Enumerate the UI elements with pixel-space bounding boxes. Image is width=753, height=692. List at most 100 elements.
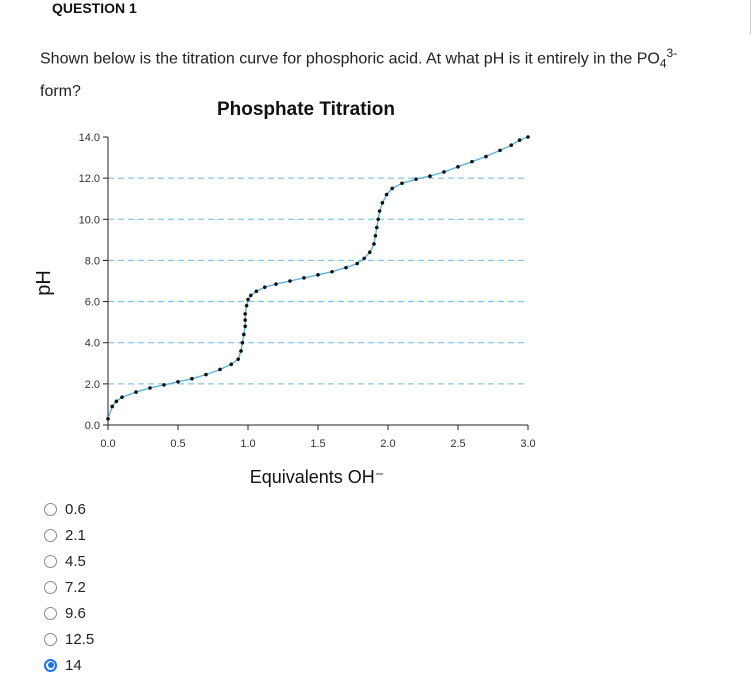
y-tick-label: 2.0 — [85, 379, 100, 391]
question-text-superscript: 3- — [666, 46, 678, 60]
data-point — [274, 282, 278, 286]
data-point — [509, 143, 513, 148]
data-point — [526, 135, 530, 139]
chart-xlabel: Equivalents OH⁻ — [250, 467, 385, 487]
x-tick-label: 2.5 — [450, 438, 465, 450]
answer-options: 0.6 2.1 4.5 7.2 9.6 12.5 14 — [44, 496, 94, 678]
data-point — [176, 380, 180, 384]
question-text-main: Shown below is the titration curve for p… — [40, 50, 660, 68]
data-point — [254, 289, 259, 294]
data-point — [355, 261, 360, 266]
data-point — [390, 186, 395, 191]
chart-ylabel: pH — [33, 270, 55, 296]
data-point — [114, 399, 119, 404]
x-tick-label: 0.0 — [100, 438, 115, 450]
option-label: 9.6 — [65, 604, 86, 622]
chart-grid — [108, 177, 528, 385]
option-label: 4.5 — [65, 552, 86, 570]
radio-button[interactable] — [44, 528, 57, 542]
y-tick-label: 10.0 — [79, 214, 100, 226]
question-text: Shown below is the titration curve for p… — [40, 40, 720, 105]
radio-button[interactable] — [44, 580, 57, 594]
fit-curve — [107, 136, 529, 420]
data-point — [190, 376, 194, 381]
option-label: 0.6 — [65, 500, 86, 518]
option-5[interactable]: 12.5 — [44, 626, 94, 652]
chart-title: Phosphate Titration — [217, 99, 395, 120]
y-tick-label: 0.0 — [85, 420, 100, 432]
data-point — [484, 154, 488, 159]
data-point — [244, 303, 249, 308]
data-point — [134, 390, 138, 394]
data-point — [148, 386, 152, 390]
data-point — [344, 265, 348, 270]
option-6[interactable]: 14 — [44, 652, 94, 678]
data-point — [236, 357, 240, 361]
data-point — [243, 318, 247, 322]
question-header: QUESTION 1 — [52, 0, 137, 16]
data-point — [400, 181, 404, 186]
y-tick-label: 8.0 — [85, 255, 100, 267]
data-point — [442, 170, 446, 174]
data-point — [498, 148, 502, 153]
data-point — [384, 192, 389, 197]
x-tick-label: 0.5 — [170, 438, 185, 450]
option-label: 7.2 — [65, 578, 86, 596]
option-label: 14 — [65, 656, 82, 674]
data-point — [246, 297, 250, 302]
panel-edge — [750, 0, 753, 34]
data-point — [372, 242, 376, 246]
data-point — [249, 293, 253, 298]
option-label: 2.1 — [65, 526, 86, 544]
option-4[interactable]: 9.6 — [44, 600, 94, 626]
radio-button[interactable] — [44, 554, 57, 568]
data-point — [428, 174, 432, 178]
data-point — [239, 349, 243, 353]
data-point — [263, 285, 267, 289]
option-0[interactable]: 0.6 — [44, 496, 94, 522]
option-label: 12.5 — [65, 630, 95, 648]
chart-axes — [107, 137, 528, 426]
data-point — [470, 159, 474, 164]
data-point — [229, 362, 233, 367]
y-tick-label: 4.0 — [85, 338, 100, 350]
y-tick-label: 12.0 — [79, 173, 100, 185]
data-point — [302, 276, 306, 280]
x-tick-label: 1.0 — [240, 438, 255, 450]
data-point — [376, 217, 381, 222]
data-point — [218, 367, 222, 372]
x-tick-label: 1.5 — [310, 438, 325, 450]
data-point — [316, 273, 320, 277]
radio-button[interactable] — [44, 502, 57, 516]
radio-button[interactable] — [44, 632, 57, 646]
question-text-tail: form? — [40, 82, 81, 100]
data-point — [120, 395, 124, 400]
data-point — [288, 279, 292, 283]
option-1[interactable]: 2.1 — [44, 522, 94, 548]
data-point — [162, 383, 166, 387]
data-point — [243, 324, 247, 329]
radio-button[interactable] — [44, 658, 57, 672]
data-point — [362, 256, 367, 261]
data-point — [204, 372, 208, 377]
data-point — [456, 165, 460, 169]
y-tick-label: 14.0 — [79, 132, 100, 144]
data-point — [240, 340, 245, 345]
question-text-subscript: 4 — [659, 56, 667, 71]
titration-chart: Phosphate Titration Equivalents OH⁻ pH 0… — [20, 92, 580, 492]
radio-button[interactable] — [44, 606, 57, 620]
data-point — [414, 177, 418, 181]
x-tick-label: 2.0 — [380, 438, 395, 450]
data-point — [373, 233, 378, 238]
option-2[interactable]: 4.5 — [44, 548, 94, 574]
data-point — [375, 225, 379, 230]
chart-svg: Phosphate Titration Equivalents OH⁻ pH 0… — [33, 99, 536, 487]
data-point — [330, 269, 334, 274]
data-point — [243, 312, 247, 316]
data-point — [368, 250, 372, 254]
data-point — [517, 138, 522, 142]
option-3[interactable]: 7.2 — [44, 574, 94, 600]
x-tick-label: 3.0 — [520, 438, 535, 450]
chart-ticks: 0.0 2.0 4.0 6.0 8.0 10.0 12.0 14.0 0.0 0.5 1.0 1.5 2… — [79, 132, 536, 450]
y-tick-label: 6.0 — [85, 297, 100, 309]
